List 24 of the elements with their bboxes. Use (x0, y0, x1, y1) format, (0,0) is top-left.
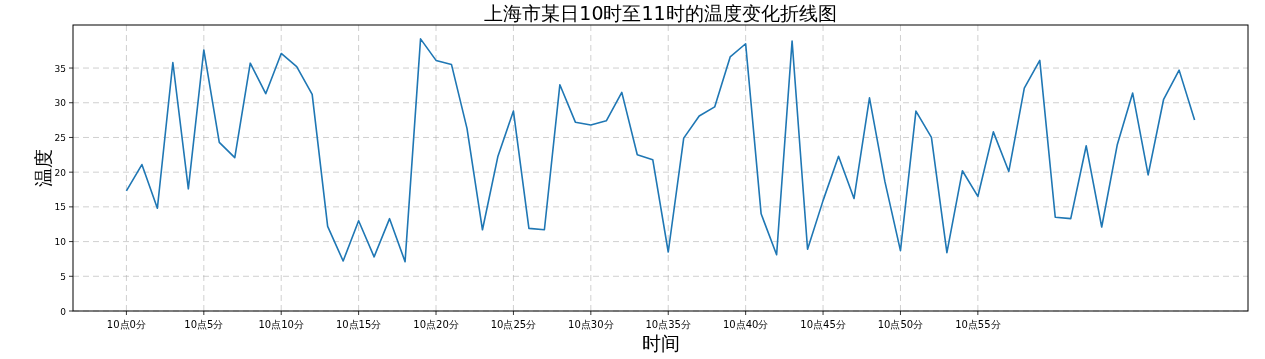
x-tick-label: 10点40分 (722, 319, 769, 330)
x-tick-label: 10点35分 (645, 319, 691, 330)
y-tick-label: 15 (54, 202, 66, 213)
x-tick-label: 10点55分 (955, 319, 1001, 330)
y-tick-label: 5 (60, 271, 66, 282)
y-tick-label: 30 (54, 98, 67, 109)
y-tick-label: 10 (54, 237, 67, 248)
x-tick-label: 10点25分 (490, 319, 537, 330)
y-tick-label: 25 (54, 132, 66, 143)
x-tick-label: 10点15分 (335, 319, 382, 330)
line-series (125, 38, 1196, 263)
x-axis-title: 时间 (641, 332, 680, 354)
chart-title: 上海市某日10时至11时的温度变化折线图 (484, 2, 837, 24)
x-tick-label: 10点50分 (877, 319, 924, 330)
y-tick-label: 0 (60, 306, 67, 317)
y-tick-label: 35 (54, 63, 66, 74)
y-tick-label: 20 (54, 167, 67, 178)
x-tick-label: 10点5分 (184, 319, 224, 330)
x-tick-label: 10点45分 (800, 319, 846, 330)
x-tick-label: 10点0分 (106, 319, 146, 330)
x-tick-label: 10点20分 (413, 319, 459, 330)
y-axis-title: 温度 (32, 149, 54, 187)
x-tick-label: 10点30分 (568, 319, 614, 330)
x-tick-label: 10点10分 (258, 319, 304, 330)
